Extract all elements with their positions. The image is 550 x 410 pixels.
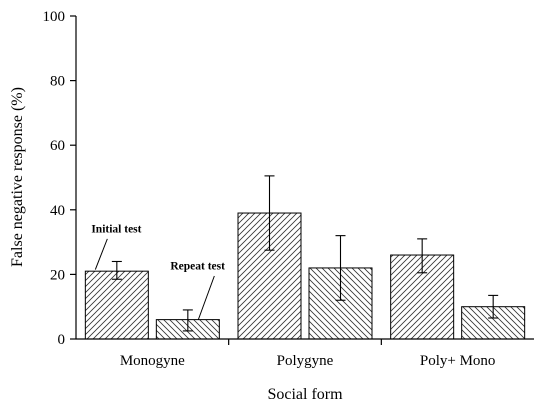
y-ticks-group: 0 20 40 60 80 100 — [43, 9, 76, 348]
x-axis-title: Social form — [267, 386, 343, 403]
x-tick-label: Monogyne — [120, 353, 185, 369]
x-tick-label: Polygyne — [277, 353, 334, 369]
annotation-pointer-repeat — [197, 275, 215, 320]
annotation-initial-test: Initial test — [91, 223, 141, 235]
y-axis-title: False negative response (%) — [9, 87, 26, 267]
x-tick-label: Poly+ Mono — [420, 353, 496, 369]
y-tick-label: 80 — [50, 74, 65, 90]
bar-initial-0 — [84, 270, 149, 340]
x-ticks-group: Monogyne Polygyne Poly+ Mono — [120, 339, 496, 369]
annotation-repeat-test: Repeat test — [170, 261, 225, 273]
annotation-pointer-initial — [94, 238, 108, 270]
y-tick-label: 60 — [50, 138, 65, 154]
y-tick-label: 40 — [50, 203, 65, 219]
y-tick-label: 20 — [50, 267, 65, 283]
y-tick-label: 100 — [43, 9, 66, 25]
bars-group — [84, 212, 526, 340]
y-tick-label: 0 — [58, 332, 66, 348]
annotations-group: Initial test Repeat test — [91, 223, 225, 320]
error-bars-group — [111, 175, 499, 332]
